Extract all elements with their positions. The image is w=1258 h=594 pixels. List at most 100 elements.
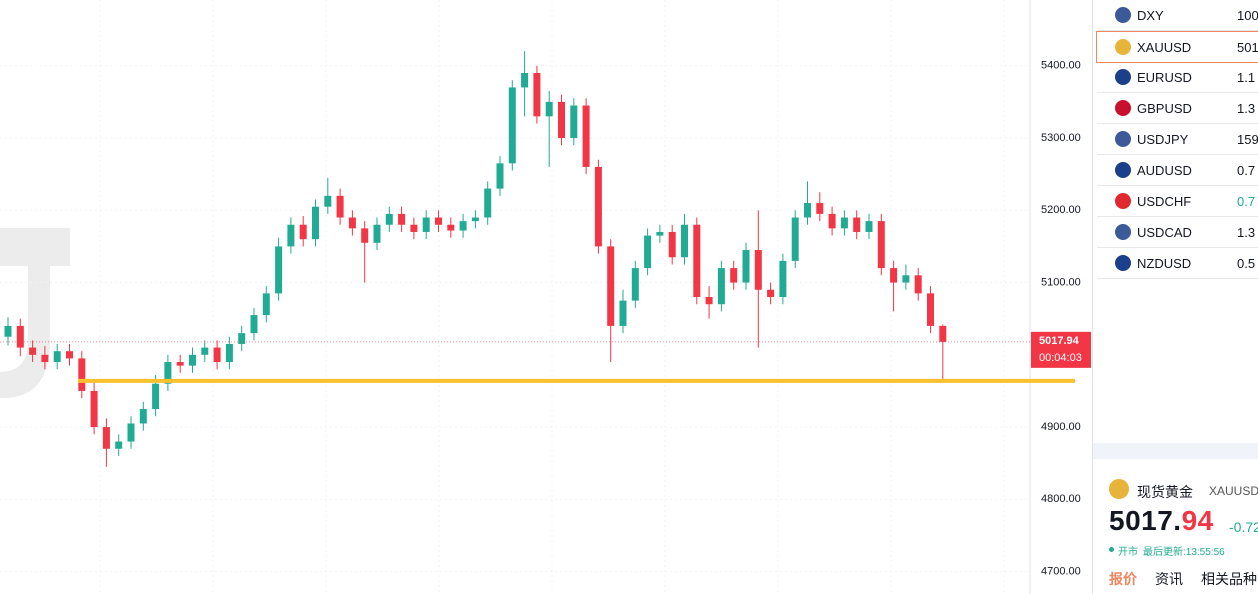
candle-body — [275, 246, 283, 294]
y-tick-label: 4800.00 — [1041, 493, 1081, 505]
flag-icon — [1115, 69, 1131, 85]
flag-icon — [1115, 100, 1131, 116]
candle-body — [78, 358, 86, 391]
candle-body — [29, 347, 37, 355]
candle-body — [939, 325, 947, 342]
candle-body — [435, 217, 442, 225]
watchlist-row[interactable]: GBPUSD 1.3 — [1097, 93, 1258, 124]
candle-body — [385, 213, 393, 225]
watchlist-row[interactable]: NZDUSD 0.5 — [1097, 248, 1258, 279]
candle-body — [570, 105, 578, 139]
candle-body — [189, 354, 196, 366]
candle-body — [496, 163, 504, 189]
symbol: NZDUSD — [1137, 256, 1192, 271]
price: 0.5 — [1237, 256, 1256, 271]
candle-body — [225, 343, 233, 363]
quote-price: 5017.94 — [1109, 505, 1214, 536]
candle-body — [164, 362, 172, 384]
tab[interactable]: 相关品种 — [1201, 571, 1257, 587]
side-panel: 现货黄金 XAUUSD 5017.94 -0.72 开市 最后更新:13:55:… — [1092, 0, 1258, 594]
candle-body — [471, 217, 479, 222]
price-tag — [1031, 331, 1091, 368]
price: 0.7 — [1237, 194, 1256, 209]
candle-body — [791, 217, 799, 261]
watermark — [0, 228, 70, 399]
candle-body — [779, 260, 787, 297]
candle-body — [607, 246, 615, 326]
candle-body — [410, 224, 418, 232]
candle-body — [250, 315, 258, 334]
candle-body — [336, 195, 344, 218]
symbol: XAUUSD — [1137, 40, 1192, 55]
candle-body — [582, 105, 590, 167]
candle-body — [767, 289, 775, 297]
candle-body — [299, 224, 307, 240]
watchlist-row[interactable]: XAUUSD 501 — [1096, 31, 1258, 63]
flag-icon — [1115, 7, 1131, 23]
candle-body — [201, 347, 209, 355]
watchlist-row[interactable]: USDCAD 1.3 — [1097, 217, 1258, 248]
candle-body — [262, 293, 270, 316]
price-tag-label: 5017.94 — [1039, 335, 1080, 347]
candle-body — [754, 250, 762, 290]
candle-body — [459, 221, 467, 231]
y-tick-label: 5200.00 — [1041, 204, 1081, 216]
price: 501 — [1237, 40, 1258, 55]
candle-body — [914, 275, 922, 294]
candle-body — [656, 231, 664, 236]
candle-body — [804, 203, 811, 218]
quote-symbol: XAUUSD — [1209, 484, 1258, 498]
candle-body — [533, 72, 541, 117]
flag-icon — [1115, 255, 1131, 271]
candle-body — [619, 300, 627, 326]
symbol: EURUSD — [1137, 70, 1192, 85]
tab[interactable]: 资讯 — [1155, 571, 1183, 587]
quote-updated: 最后更新:13:55:56 — [1143, 547, 1225, 558]
candle-body — [53, 351, 61, 363]
candle-body — [127, 423, 135, 442]
candle-body — [890, 268, 898, 283]
flag-icon — [1115, 162, 1131, 178]
symbol: USDJPY — [1137, 132, 1189, 147]
watchlist-row[interactable]: USDCHF 0.7 — [1097, 186, 1258, 217]
watchlist-row[interactable]: DXY 100 — [1097, 0, 1258, 31]
watchlist-row[interactable]: AUDUSD 0.7 — [1097, 155, 1258, 186]
quote-status: 开市 — [1118, 547, 1138, 558]
y-tick-label: 5100.00 — [1041, 276, 1081, 288]
candle-body — [176, 362, 184, 366]
symbol: DXY — [1137, 8, 1164, 23]
separator — [1093, 443, 1258, 459]
candle-body — [66, 351, 73, 359]
candle-body — [853, 217, 861, 232]
candle-body — [828, 213, 836, 229]
candle-body — [102, 427, 110, 449]
candle-body — [902, 275, 910, 283]
y-tick-label: 5300.00 — [1041, 132, 1081, 144]
status-dot — [1109, 547, 1114, 552]
candle-body — [90, 390, 98, 428]
gold-icon — [1109, 479, 1129, 499]
candle-body — [693, 224, 701, 297]
candle-body — [816, 203, 824, 214]
candle-body — [594, 166, 602, 247]
price: 100 — [1237, 8, 1258, 23]
watchlist-row[interactable]: EURUSD 1.1 — [1097, 62, 1258, 93]
chart: 4700.00 4800.00 4900.00 5100.00 5200.00 5300.… — [0, 0, 1091, 594]
flag-icon — [1115, 131, 1131, 147]
watchlist-row[interactable]: USDJPY 159 — [1097, 124, 1258, 155]
candle-body — [139, 409, 147, 424]
candle-body — [41, 354, 49, 363]
candle-body — [717, 268, 725, 305]
candle-body — [312, 206, 319, 240]
symbol: USDCHF — [1137, 194, 1192, 209]
candle-body — [324, 195, 332, 207]
price: 1.1 — [1237, 70, 1256, 85]
tab[interactable]: 报价 — [1109, 571, 1137, 587]
candle-body — [521, 72, 529, 88]
candle-body — [238, 333, 246, 344]
quote-panel: 现货黄金 XAUUSD 5017.94 -0.72 开市 最后更新:13:55:… — [1093, 459, 1258, 594]
candle-body — [927, 293, 934, 326]
candle-body — [631, 268, 639, 301]
candle-body — [681, 224, 688, 258]
